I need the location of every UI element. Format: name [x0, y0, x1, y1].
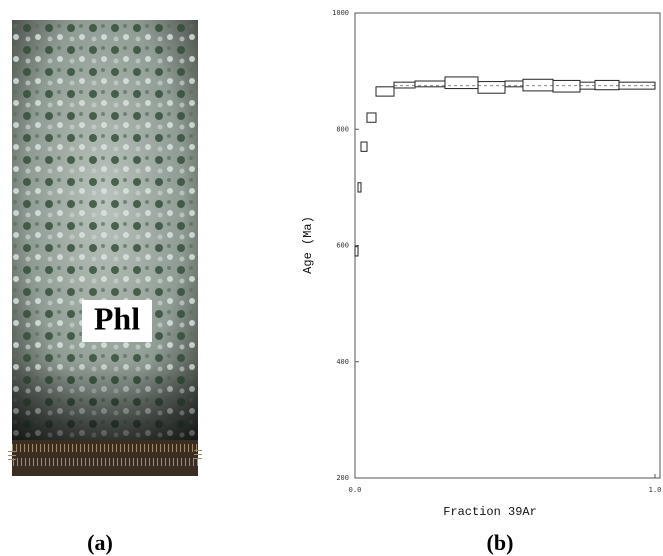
- label-box: [82, 300, 152, 342]
- age-step: [552, 79, 581, 93]
- caption-b: (b): [487, 530, 514, 555]
- y-axis-label: Age (Ma): [301, 216, 315, 274]
- age-step: [375, 86, 395, 97]
- caption-a: (a): [87, 530, 113, 555]
- plot-frame: [354, 12, 661, 479]
- photo-scale-ticks: [8, 444, 202, 466]
- y-tick-label: 800: [336, 125, 349, 133]
- x-tick-label: 1.0: [649, 486, 662, 494]
- phase-label: Phl: [94, 300, 140, 336]
- age-step: [522, 78, 554, 92]
- age-step: [594, 79, 620, 91]
- x-axis-label: Fraction 39Ar: [443, 505, 537, 519]
- age-step: [618, 81, 656, 90]
- y-tick-label: 200: [336, 474, 349, 482]
- age-step: [393, 81, 416, 89]
- age-step: [360, 141, 368, 152]
- age-step: [477, 81, 506, 94]
- age-step: [444, 76, 479, 90]
- age-step: [366, 112, 377, 123]
- y-tick-label: 400: [336, 358, 349, 366]
- photo: Phl: [8, 20, 202, 476]
- y-tick-label: 600: [336, 242, 349, 250]
- x-tick-label: 0.0: [349, 486, 362, 494]
- y-tick-label: 1000: [332, 9, 349, 17]
- age-step: [357, 182, 362, 193]
- age-step: [354, 246, 359, 257]
